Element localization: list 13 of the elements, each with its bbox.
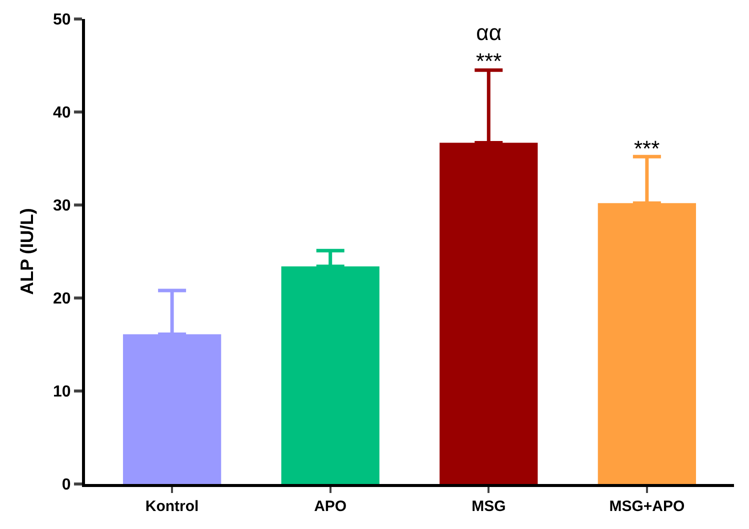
y-axis-title: ALP (IU/L): [17, 208, 38, 295]
x-tick-label: MSG+APO: [609, 498, 685, 515]
annotation: αα ***: [476, 20, 502, 74]
x-tick-label: APO: [314, 498, 347, 515]
y-tick-label: 20: [53, 290, 71, 308]
y-tick-label: 0: [62, 476, 71, 494]
x-tick-label: Kontrol: [145, 498, 199, 515]
y-tick-label: 30: [53, 198, 71, 215]
y-tick-label: 50: [53, 12, 71, 29]
y-tick-label: 10: [53, 384, 71, 401]
x-tick-label: MSG: [472, 498, 506, 515]
annotation: ***: [634, 136, 660, 161]
y-tick-label: 40: [53, 104, 71, 122]
